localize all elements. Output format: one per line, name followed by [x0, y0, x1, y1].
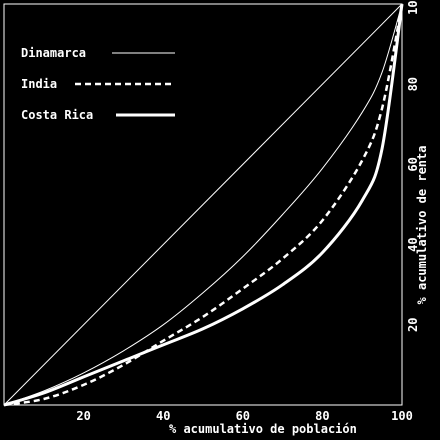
x-tick-labels: 20 40 60 80 100 [76, 409, 412, 423]
y-axis-label: % acumulativo de renta [415, 146, 429, 305]
series-line-costa-rica [3, 3, 404, 407]
x-tick-label: 60 [236, 409, 250, 423]
chart-marks [3, 3, 404, 407]
x-axis-label: % acumulativo de población [169, 422, 357, 436]
x-tick-label: 80 [315, 409, 329, 423]
y-tick-label: 80 [406, 77, 420, 91]
y-tick-labels: 20 40 60 80 100 [406, 0, 420, 332]
legend-label-india: India [21, 77, 57, 91]
y-tick-label: 60 [406, 157, 420, 171]
x-tick-label: 40 [156, 409, 170, 423]
x-tick-label: 20 [76, 409, 90, 423]
plot-frame [3, 3, 403, 406]
legend-label-costa-rica: Costa Rica [21, 108, 93, 122]
y-tick-label: 100 [406, 0, 420, 15]
legend-label-dinamarca: Dinamarca [21, 46, 86, 60]
series-line-india [3, 3, 404, 407]
equality-line [3, 3, 403, 406]
series-line-dinamarca [3, 3, 403, 406]
y-tick-label: 40 [406, 237, 420, 251]
legend: Dinamarca India Costa Rica [21, 46, 175, 122]
x-tick-label: 100 [391, 409, 413, 423]
y-tick-label: 20 [406, 318, 420, 332]
